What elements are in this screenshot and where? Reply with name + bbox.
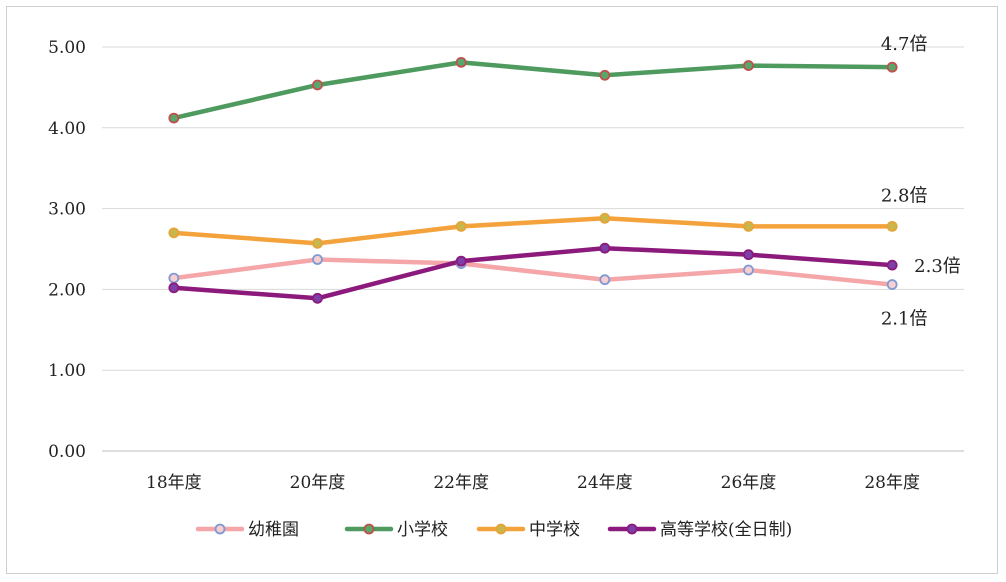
x-tick-label: 28年度 [864,473,920,493]
data-point [886,61,898,73]
end-label: 2.8倍 [881,185,928,206]
series-line-1 [171,60,895,121]
legend: 幼稚園 小学校 中学校 高等学校(全日制) [195,520,792,540]
data-point [455,56,467,68]
y-tick-label: 0.00 [48,442,86,462]
data-point [312,292,323,304]
data-point [599,69,611,81]
line-chart: 0.00 1.00 2.00 3.00 4.00 5.00 18年度 20年度 22年度 24年… [48,34,964,540]
legend-item: 中学校 [476,520,580,540]
legend-item: 高等学校(全日制) [607,520,792,540]
data-point [886,279,898,290]
data-point [312,79,323,91]
gridlines [102,46,964,452]
series-lines [171,60,895,301]
x-tick-label: 26年度 [721,473,777,493]
data-point [599,212,611,224]
end-label: 2.3倍 [914,256,961,277]
x-tick-label: 20年度 [290,473,346,493]
data-point [455,255,467,267]
data-point [168,272,180,284]
y-tick-label: 3.00 [48,200,86,220]
legend-label: 幼稚園 [248,520,299,540]
end-label: 2.1倍 [881,309,928,330]
data-point [168,112,180,124]
data-point [886,220,898,232]
series-line-2 [171,216,895,246]
x-axis: 18年度 20年度 22年度 24年度 26年度 28年度 [146,473,920,493]
data-point [599,242,611,254]
end-label: 4.7倍 [881,34,928,55]
chart-frame: 0.00 1.00 2.00 3.00 4.00 5.00 18年度 20年度 22年度 24年… [6,6,998,574]
series-line-3 [171,245,895,301]
legend-label: 高等学校(全日制) [660,520,792,540]
legend-label: 小学校 [397,520,448,540]
data-point [312,237,323,249]
data-point [743,220,754,232]
legend-item: 幼稚園 [195,520,299,540]
y-tick-label: 1.00 [48,361,86,381]
y-tick-label: 2.00 [48,280,86,300]
legend-item: 小学校 [344,520,448,540]
data-point [168,282,180,294]
data-point [886,259,898,271]
data-point [599,274,611,286]
data-point [455,220,467,232]
y-tick-label: 5.00 [48,38,86,58]
legend-label: 中学校 [529,520,580,540]
x-tick-label: 18年度 [146,473,202,493]
data-point [743,60,754,71]
data-point [743,249,754,261]
y-tick-label: 4.00 [48,119,86,139]
data-point [312,254,323,265]
series-line-0 [171,257,895,287]
end-labels: 2.1倍 4.7倍 2.8倍 2.3倍 [881,34,961,329]
data-point [743,264,754,276]
data-point [168,227,180,239]
x-tick-label: 22年度 [433,473,489,493]
series-markers [168,56,898,304]
y-axis: 0.00 1.00 2.00 3.00 4.00 5.00 [48,38,86,462]
x-tick-label: 24年度 [577,473,633,493]
